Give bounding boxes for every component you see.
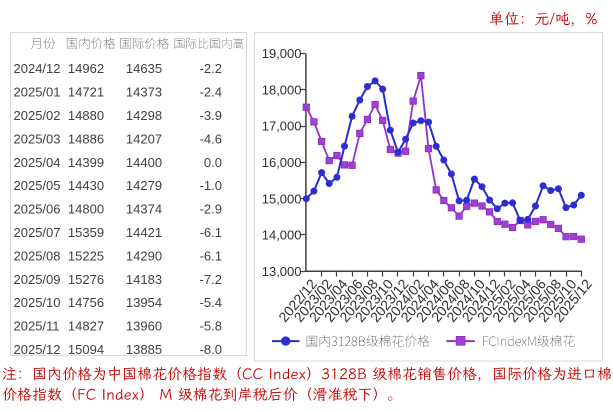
svg-text:2025/08: 2025/08 (14, 248, 61, 263)
svg-text:13954: 13954 (126, 295, 162, 310)
svg-text:14635: 14635 (126, 61, 162, 76)
svg-text:13960: 13960 (126, 319, 162, 334)
svg-text:2025/03: 2025/03 (14, 131, 61, 146)
svg-text:2025/04: 2025/04 (14, 155, 61, 170)
svg-text:2025/12: 2025/12 (14, 342, 61, 357)
svg-text:14800: 14800 (68, 202, 104, 217)
svg-text:-6.1: -6.1 (200, 225, 222, 240)
svg-text:14756: 14756 (68, 295, 104, 310)
svg-text:14880: 14880 (68, 108, 104, 123)
svg-text:2025/09: 2025/09 (14, 272, 61, 287)
svg-text:14430: 14430 (68, 178, 104, 193)
svg-text:14373: 14373 (126, 85, 162, 100)
svg-text:14399: 14399 (68, 155, 104, 170)
svg-text:14279: 14279 (126, 178, 162, 193)
svg-text:14183: 14183 (126, 272, 162, 287)
svg-text:14827: 14827 (68, 319, 104, 334)
svg-text:13885: 13885 (126, 342, 162, 357)
svg-text:-6.1: -6.1 (200, 248, 222, 263)
svg-text:13,000: 13,000 (262, 264, 302, 279)
svg-text:2025/11: 2025/11 (14, 319, 60, 334)
svg-text:15225: 15225 (68, 248, 104, 263)
svg-text:-8.0: -8.0 (200, 342, 222, 357)
svg-text:16,000: 16,000 (262, 155, 302, 170)
svg-text:17,000: 17,000 (262, 119, 302, 134)
svg-text:2025/02: 2025/02 (14, 108, 61, 123)
svg-text:-2.9: -2.9 (200, 202, 222, 217)
svg-text:2025/06: 2025/06 (14, 202, 61, 217)
svg-text:14,000: 14,000 (262, 228, 302, 243)
svg-text:-7.2: -7.2 (200, 272, 222, 287)
svg-text:-5.4: -5.4 (200, 295, 222, 310)
svg-text:19,000: 19,000 (262, 46, 302, 61)
svg-text:2025/10: 2025/10 (14, 295, 61, 310)
svg-text:2025/07: 2025/07 (14, 225, 61, 240)
svg-text:14207: 14207 (126, 131, 162, 146)
svg-text:-1.0: -1.0 (200, 178, 222, 193)
svg-text:15094: 15094 (68, 342, 104, 357)
svg-text:14400: 14400 (126, 155, 162, 170)
svg-text:14421: 14421 (126, 225, 162, 240)
svg-text:14962: 14962 (68, 61, 104, 76)
svg-text:14721: 14721 (68, 85, 104, 100)
svg-text:14290: 14290 (126, 248, 162, 263)
svg-text:14886: 14886 (68, 131, 104, 146)
svg-text:-3.9: -3.9 (200, 108, 222, 123)
svg-text:15359: 15359 (68, 225, 104, 240)
svg-text:-2.4: -2.4 (200, 85, 222, 100)
svg-text:15276: 15276 (68, 272, 104, 287)
svg-text:-5.8: -5.8 (200, 319, 222, 334)
svg-text:2024/12: 2024/12 (14, 61, 61, 76)
svg-text:14374: 14374 (126, 202, 162, 217)
svg-text:-4.6: -4.6 (200, 131, 222, 146)
svg-text:2025/01: 2025/01 (14, 85, 61, 100)
svg-text:0.0: 0.0 (204, 155, 222, 170)
svg-text:14298: 14298 (126, 108, 162, 123)
svg-text:-2.2: -2.2 (200, 61, 222, 76)
svg-text:2025/05: 2025/05 (14, 178, 61, 193)
svg-text:15,000: 15,000 (262, 191, 302, 206)
svg-text:18,000: 18,000 (262, 82, 302, 97)
